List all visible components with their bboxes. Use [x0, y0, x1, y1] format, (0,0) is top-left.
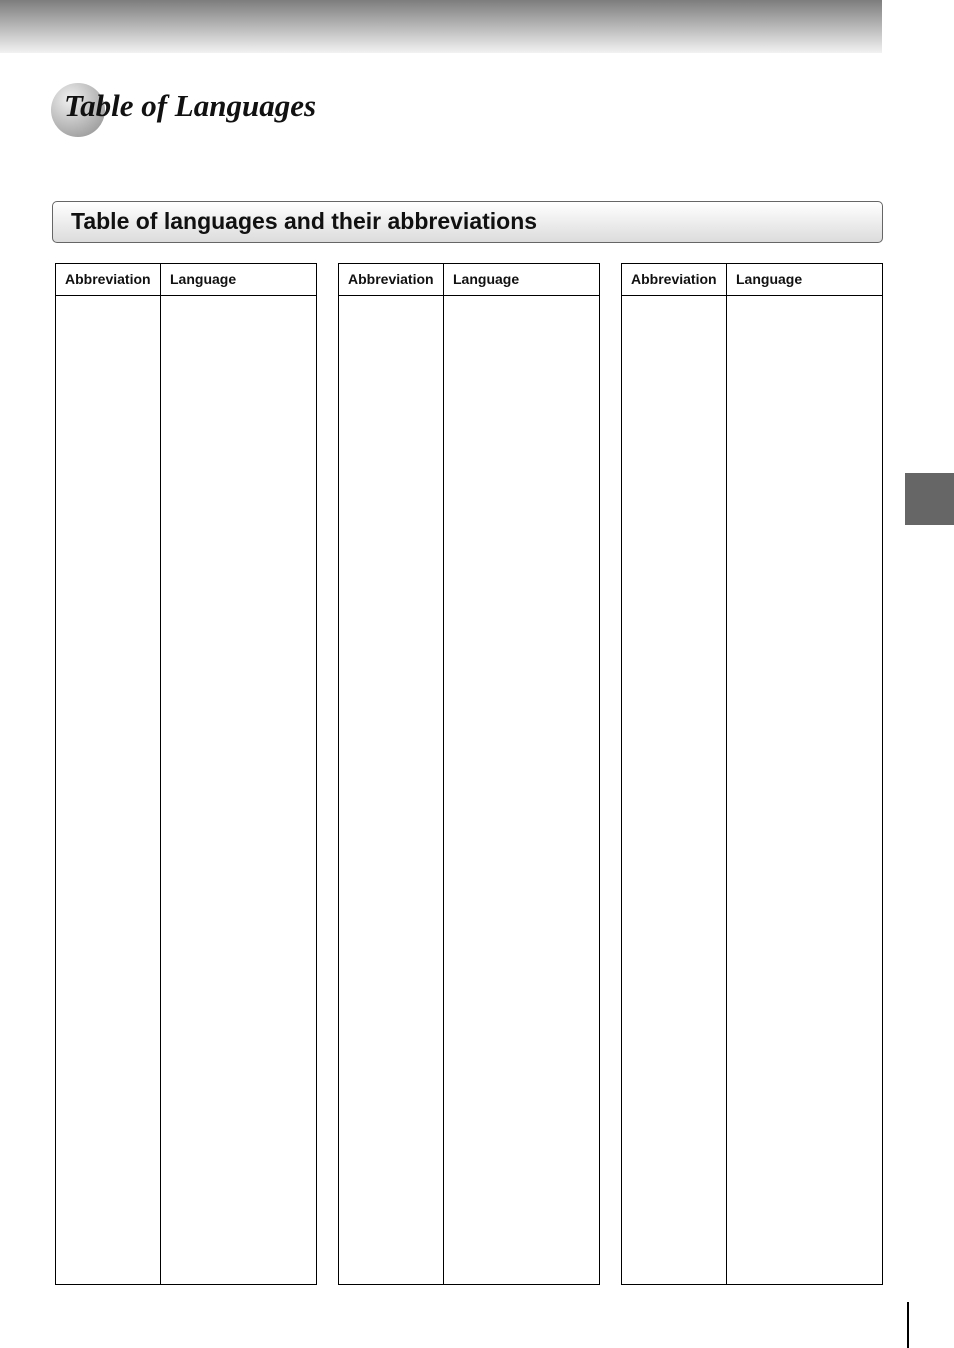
side-tab [905, 473, 954, 525]
top-bar [0, 0, 882, 53]
title-badge [51, 83, 105, 137]
column-header: Language [453, 271, 520, 287]
column-divider [726, 264, 727, 1284]
language-table: Abbreviation Language [55, 263, 317, 1285]
column-divider [443, 264, 444, 1284]
header-row [339, 264, 599, 296]
section-box: Table of languages and their abbreviatio… [52, 201, 883, 243]
page-title: Table of Languages [64, 88, 317, 123]
column-divider [160, 264, 161, 1284]
column-header: Language [170, 271, 237, 287]
header-row [56, 264, 316, 296]
language-table: Abbreviation Language [338, 263, 600, 1285]
column-header: Abbreviation [65, 271, 151, 287]
column-header: Abbreviation [631, 271, 717, 287]
column-header: Abbreviation [348, 271, 434, 287]
language-table: Abbreviation Language [621, 263, 883, 1285]
page-line [907, 1302, 909, 1348]
header-row [622, 264, 882, 296]
column-header: Language [736, 271, 803, 287]
section-heading: Table of languages and their abbreviatio… [71, 208, 538, 234]
